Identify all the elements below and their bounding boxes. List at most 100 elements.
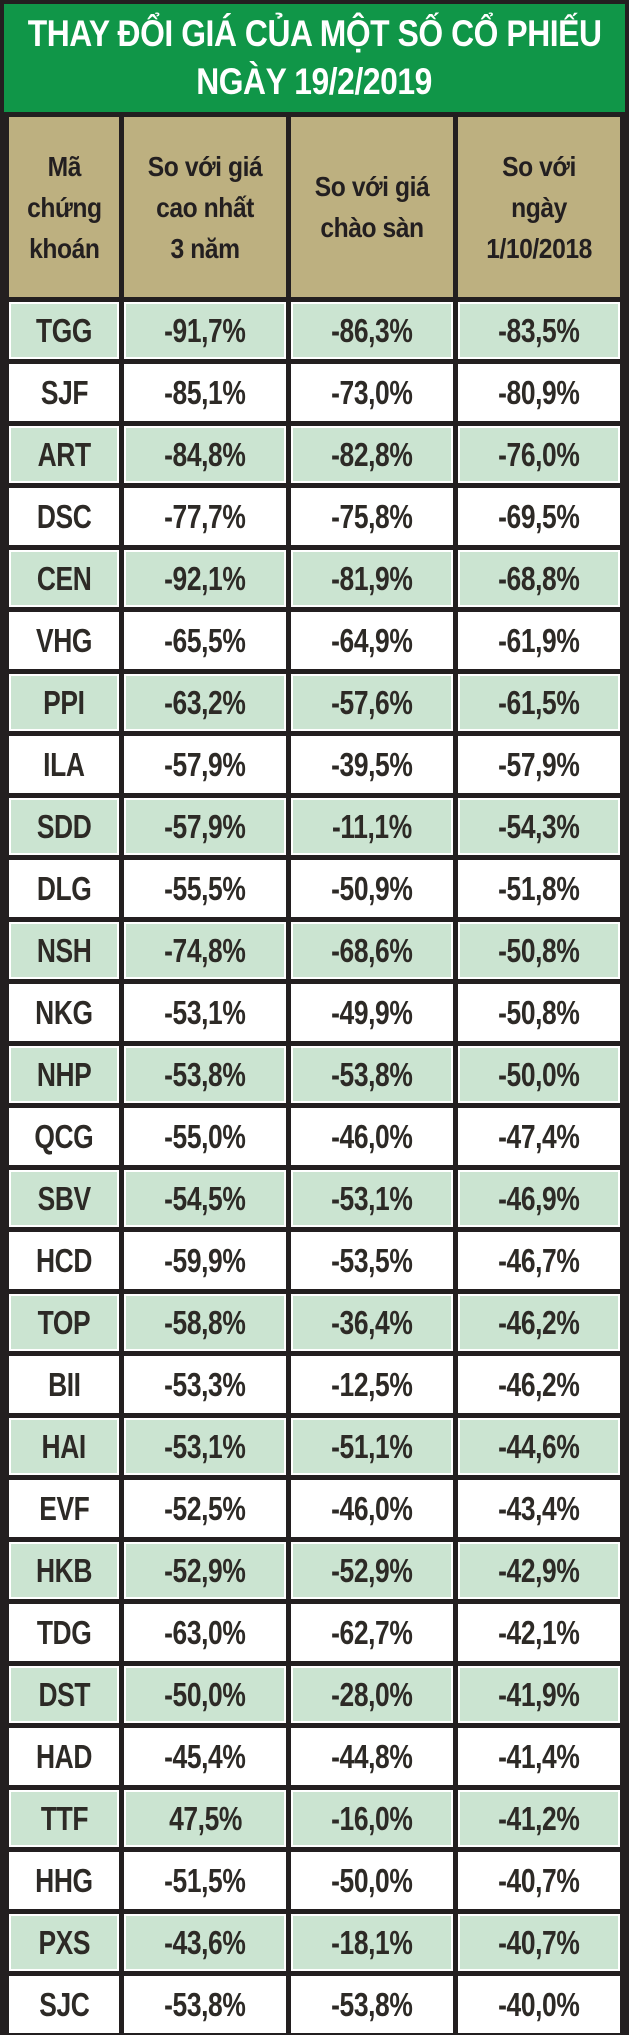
percent-value: -40,0% [498,1985,580,2023]
value-cell: -53,1% [124,984,287,1041]
percent-value: -50,8% [498,931,580,969]
percent-value: -40,7% [498,1861,580,1899]
percent-value: -46,0% [331,1489,413,1527]
ticker-cell: TOP [9,1294,120,1351]
percent-value: -57,9% [498,745,580,783]
value-cell: -12,5% [291,1356,454,1413]
value-cell: -82,8% [291,426,454,483]
percent-value: -76,0% [498,435,580,473]
ticker-cell: DSC [9,488,120,545]
percent-value: -44,8% [331,1737,413,1775]
percent-value: -50,8% [498,993,580,1031]
table-row: HHG -51,5% -50,0% -40,7% [9,1852,620,1909]
title-line-2: NGÀY 19/2/2019 [196,61,433,102]
value-cell: -69,5% [458,488,620,545]
value-cell: -40,7% [458,1914,620,1971]
table-row: TDG -63,0% -62,7% -42,1% [9,1604,620,1661]
ticker-cell: HKB [9,1542,120,1599]
percent-value: -46,0% [331,1117,413,1155]
value-cell: -80,9% [458,364,620,421]
ticker-label: NSH [36,931,92,969]
ticker-cell: ART [9,426,120,483]
value-cell: -53,8% [124,1976,287,2033]
value-cell: -53,3% [124,1356,287,1413]
value-cell: -43,6% [124,1914,287,1971]
table-row: NSH -74,8% -68,6% -50,8% [9,922,620,979]
value-cell: -44,8% [291,1728,454,1785]
value-cell: -53,8% [291,1046,454,1103]
value-cell: -92,1% [124,550,287,607]
percent-value: -45,4% [164,1737,247,1775]
value-cell: -54,5% [124,1170,287,1227]
percent-value: -41,2% [498,1799,580,1837]
ticker-label: HKB [36,1551,93,1589]
percent-value: -64,9% [331,621,413,659]
percent-value: -51,1% [331,1427,413,1465]
percent-value: -51,8% [498,869,580,907]
ticker-cell: SJC [9,1976,120,2033]
percent-value: -86,3% [331,311,413,349]
percent-value: 47,5% [168,1799,242,1837]
percent-value: -54,3% [498,807,580,845]
value-cell: -43,4% [458,1480,620,1537]
table-row: DSC -77,7% -75,8% -69,5% [9,488,620,545]
ticker-label: HAI [42,1427,87,1465]
table-row: HCD -59,9% -53,5% -46,7% [9,1232,620,1289]
percent-value: -82,8% [331,435,413,473]
ticker-label: BII [47,1365,81,1403]
value-cell: -61,5% [458,674,620,731]
table-row: SDD -57,9% -11,1% -54,3% [9,798,620,855]
percent-value: -81,9% [331,559,413,597]
table-row: BII -53,3% -12,5% -46,2% [9,1356,620,1413]
column-header-label: So với ngày 1/10/2018 [486,150,592,264]
percent-value: -42,1% [498,1613,580,1651]
percent-value: -46,9% [498,1179,580,1217]
value-cell: -61,9% [458,612,620,669]
value-cell: -18,1% [291,1914,454,1971]
ticker-label: HCD [36,1241,93,1279]
percent-value: -46,2% [498,1303,580,1341]
ticker-label: HAD [36,1737,93,1775]
value-cell: -59,9% [124,1232,287,1289]
ticker-cell: HAD [9,1728,120,1785]
stock-table: Mã chứng khoán So với giá cao nhất 3 năm… [4,112,625,2035]
value-cell: -46,2% [458,1294,620,1351]
ticker-label: QCG [34,1117,94,1155]
ticker-cell: SJF [9,364,120,421]
percent-value: -75,8% [331,497,413,535]
table-row: HAI -53,1% -51,1% -44,6% [9,1418,620,1475]
ticker-cell: VHG [9,612,120,669]
value-cell: -68,6% [291,922,454,979]
percent-value: -53,3% [164,1365,247,1403]
value-cell: -54,3% [458,798,620,855]
value-cell: -46,7% [458,1232,620,1289]
value-cell: -81,9% [291,550,454,607]
percent-value: -40,7% [498,1923,580,1961]
value-cell: -42,9% [458,1542,620,1599]
ticker-cell: HHG [9,1852,120,1909]
ticker-label: DSC [36,497,92,535]
ticker-label: SDD [36,807,92,845]
ticker-label: TTF [40,1799,89,1837]
percent-value: -85,1% [164,373,247,411]
value-cell: -42,1% [458,1604,620,1661]
table-row: SJC -53,8% -53,8% -40,0% [9,1976,620,2033]
value-cell: -83,5% [458,302,620,359]
ticker-label: SJC [39,1985,90,2023]
percent-value: -50,0% [331,1861,413,1899]
ticker-label: PPI [43,683,85,721]
value-cell: -91,7% [124,302,287,359]
ticker-cell: TGG [9,302,120,359]
ticker-cell: TTF [9,1790,120,1847]
value-cell: -47,4% [458,1108,620,1165]
ticker-cell: DLG [9,860,120,917]
percent-value: -51,5% [164,1861,247,1899]
value-cell: -50,0% [458,1046,620,1103]
value-cell: -57,9% [124,736,287,793]
title-line-1: THAY ĐỔI GIÁ CỦA MỘT SỐ CỔ PHIẾU [27,13,602,54]
table-row: VHG -65,5% -64,9% -61,9% [9,612,620,669]
ticker-label: TDG [36,1613,92,1651]
percent-value: -18,1% [331,1923,413,1961]
percent-value: -77,7% [164,497,247,535]
value-cell: 47,5% [124,1790,287,1847]
